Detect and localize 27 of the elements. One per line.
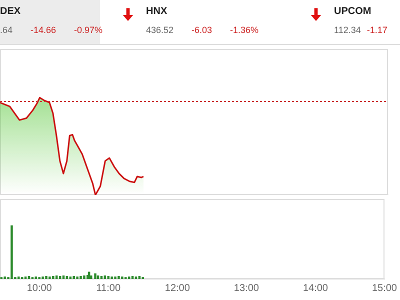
x-tick-label: 12:00 [164, 282, 190, 294]
x-tick-label: 11:00 [96, 282, 121, 294]
x-tick-label: 10:00 [26, 282, 52, 294]
text: .64 [0, 25, 13, 35]
bar [94, 273, 96, 279]
x-tick-label: 13:00 [234, 282, 260, 294]
text: -1.17 [366, 25, 388, 35]
bar [107, 276, 110, 279]
bar [45, 276, 48, 279]
text: UPCOM [334, 6, 372, 17]
text: 112.34 [334, 25, 361, 35]
bar [10, 225, 13, 279]
text: -1.36% [230, 25, 259, 35]
bar [72, 276, 75, 279]
bar [83, 275, 86, 279]
text: HNX [146, 6, 168, 17]
text: -14.66 [30, 25, 56, 35]
text: -6.03 [192, 25, 212, 35]
text: -0.97% [74, 25, 103, 35]
text: DEX [0, 6, 22, 17]
x-tick-label: 15:00 [372, 282, 398, 294]
text: 436.52 [146, 25, 174, 35]
x-tick-label: 14:00 [302, 282, 328, 294]
bar [80, 276, 82, 279]
bar [118, 276, 120, 279]
bar [88, 272, 90, 279]
bar [52, 276, 54, 279]
